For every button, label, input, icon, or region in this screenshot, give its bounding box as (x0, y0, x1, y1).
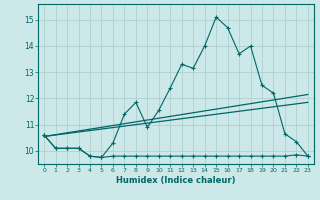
X-axis label: Humidex (Indice chaleur): Humidex (Indice chaleur) (116, 176, 236, 185)
